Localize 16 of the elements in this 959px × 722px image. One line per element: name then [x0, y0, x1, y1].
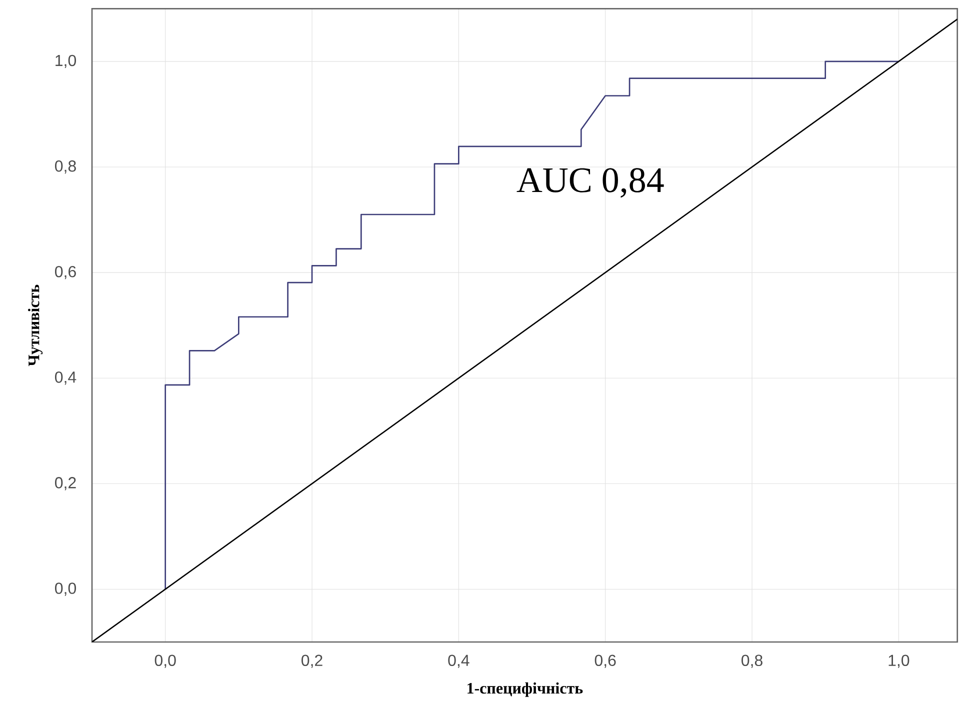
y-tick-label: 0,0: [55, 582, 76, 596]
x-tick-label: 0,4: [448, 654, 470, 668]
x-tick-label: 0,6: [594, 654, 616, 668]
x-tick-label: 1,0: [888, 654, 910, 668]
y-tick-label: 0,8: [55, 160, 76, 174]
y-tick-label: 0,6: [55, 266, 76, 280]
annotation: AUC 0,84: [516, 168, 664, 198]
x-axis-title: 1-специфічність: [468, 682, 583, 697]
y-tick-label: 0,4: [55, 372, 76, 385]
y-tick-label: 0,2: [55, 477, 76, 490]
x-tick-label: 0,0: [154, 654, 176, 668]
x-tick-label: 0,8: [742, 654, 762, 668]
x-tick-label: 0,2: [302, 654, 322, 668]
line-series: [164, 60, 900, 590]
y-tick-label: 1,0: [56, 54, 76, 68]
y-axis-title: Чутливість: [28, 284, 43, 366]
